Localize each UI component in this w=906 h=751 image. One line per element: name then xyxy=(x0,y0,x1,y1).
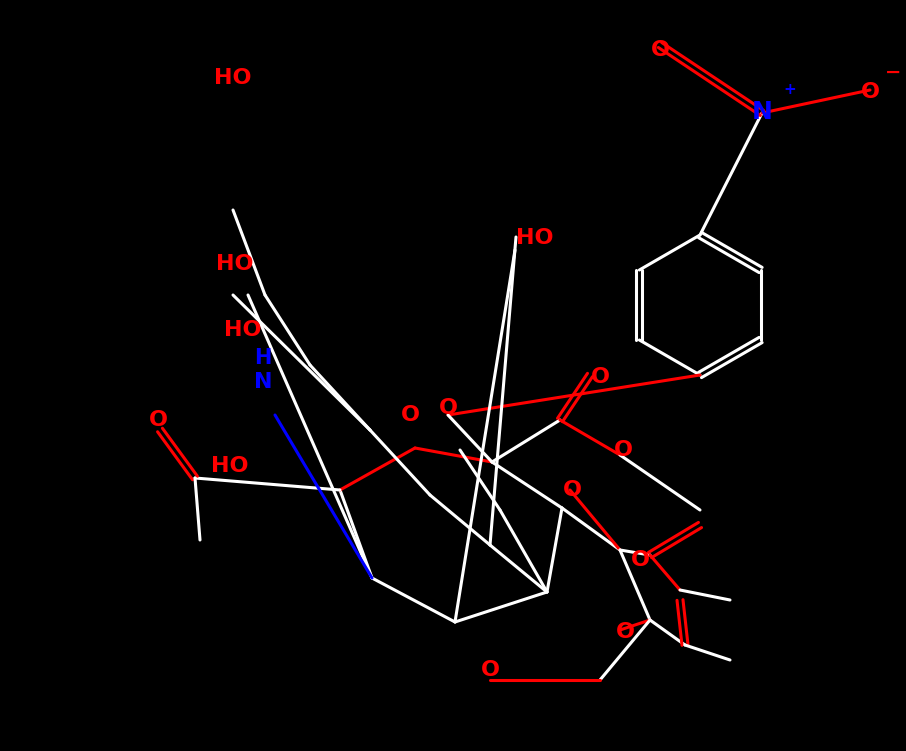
Text: HO: HO xyxy=(214,68,252,88)
Text: HO: HO xyxy=(225,320,262,340)
Text: O: O xyxy=(861,82,880,102)
Text: O: O xyxy=(563,480,582,500)
Text: O: O xyxy=(615,622,634,642)
Text: N: N xyxy=(254,372,272,392)
Text: O: O xyxy=(631,550,650,570)
Text: O: O xyxy=(591,367,610,387)
Text: HO: HO xyxy=(516,228,554,248)
Text: O: O xyxy=(480,660,499,680)
Text: HO: HO xyxy=(217,254,254,274)
Text: O: O xyxy=(149,410,168,430)
Text: +: + xyxy=(784,83,796,98)
Text: N: N xyxy=(752,100,773,124)
Text: −: − xyxy=(885,62,901,82)
Text: HO: HO xyxy=(211,456,249,476)
Text: O: O xyxy=(613,440,632,460)
Text: H: H xyxy=(255,348,272,368)
Text: O: O xyxy=(651,40,670,60)
Text: O: O xyxy=(400,405,419,425)
Text: O: O xyxy=(439,398,458,418)
